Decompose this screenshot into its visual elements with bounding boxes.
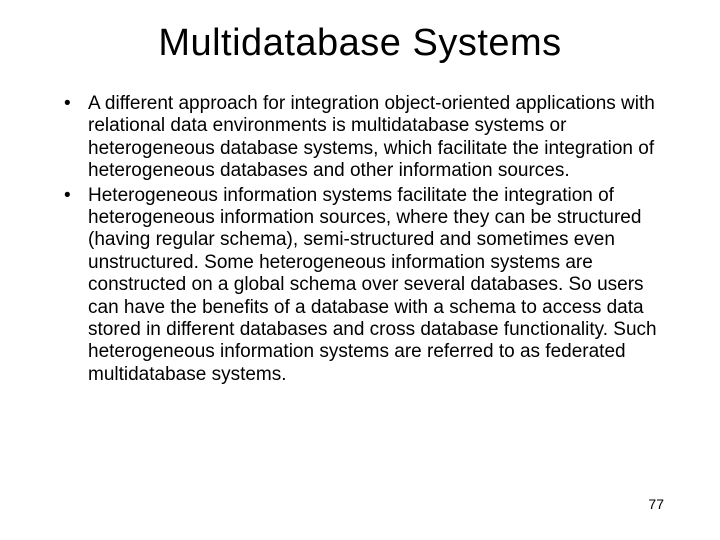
bullet-item: A different approach for integration obj… (64, 93, 670, 183)
page-number: 77 (648, 496, 664, 512)
bullet-item: Heterogeneous information systems facili… (64, 185, 670, 387)
slide: Multidatabase Systems A different approa… (0, 0, 720, 540)
bullet-list: A different approach for integration obj… (40, 93, 680, 386)
slide-title: Multidatabase Systems (40, 22, 680, 65)
